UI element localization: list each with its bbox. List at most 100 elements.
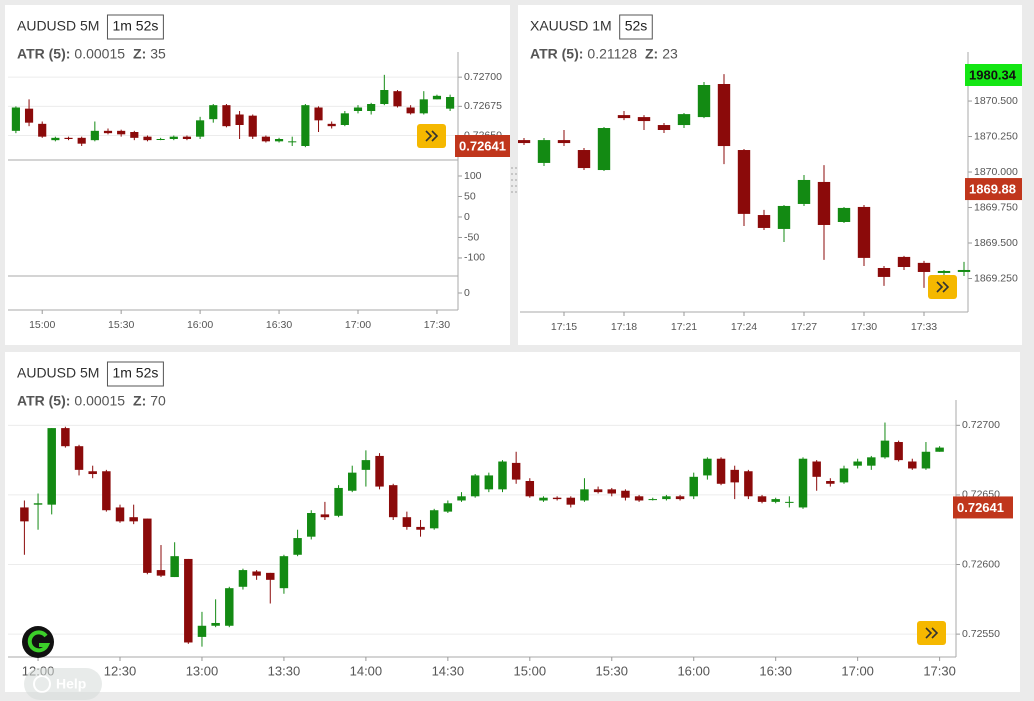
x-tick-label: 17:33 (911, 321, 937, 333)
timer: 1m 52s (112, 365, 158, 381)
y-tick-label: 0.72550 (962, 628, 1000, 640)
x-tick-label: 16:30 (759, 663, 792, 678)
y-tick-label: 1869.500 (974, 237, 1018, 249)
y-tick-label: -50 (464, 231, 479, 243)
atr-label: ATR (5): (17, 46, 70, 62)
x-tick-label: 15:00 (29, 319, 55, 331)
handle-dot (515, 191, 517, 193)
candle-body (182, 136, 192, 139)
y-tick-label: 1869.250 (974, 272, 1018, 284)
candle-body (156, 570, 166, 576)
candle-body (314, 107, 323, 121)
atr-value: 0.21128 (587, 46, 637, 62)
button-icon (425, 130, 439, 142)
candle-body (279, 556, 289, 589)
timer-box (106, 361, 164, 387)
timer: 1m 52s (112, 18, 158, 34)
candle-body (266, 572, 275, 580)
candle-body (353, 107, 363, 111)
candle-body (877, 267, 891, 277)
candle-body (539, 497, 548, 501)
z-label: Z: (645, 46, 658, 62)
y-tick-label: 50 (464, 190, 476, 202)
z-label: Z: (133, 393, 146, 409)
candle-body (393, 91, 402, 107)
candle-body (894, 442, 903, 461)
candle-body (307, 513, 316, 537)
scroll-to-latest-button[interactable] (917, 621, 946, 645)
candle-body (817, 181, 831, 225)
timer-box (619, 14, 653, 40)
candle-body (566, 497, 576, 505)
chart-title: AUDUSD 5M (17, 365, 99, 381)
handle-dot (511, 185, 513, 187)
x-tick-label: 17:24 (731, 321, 757, 333)
x-tick-label: 17:30 (923, 663, 956, 678)
price-label: 1869.88 (969, 181, 1016, 196)
y-tick-label: 1870.000 (974, 166, 1018, 178)
candle-body (347, 472, 357, 491)
candle-body (677, 114, 691, 126)
candle-body (61, 428, 70, 447)
candle-body (785, 501, 794, 503)
z-value: 70 (150, 393, 166, 409)
x-tick-label: 16:30 (266, 319, 292, 331)
scroll-to-latest-button[interactable] (417, 124, 446, 148)
scroll-to-latest-button[interactable] (928, 275, 957, 299)
candle-body (716, 458, 726, 484)
candle-body (662, 496, 671, 500)
candle-body (552, 497, 562, 500)
candle-body (406, 107, 415, 114)
candle-body (419, 99, 428, 114)
candle-body (103, 130, 113, 134)
candle-body (77, 137, 86, 144)
x-tick-label: 16:00 (677, 663, 710, 678)
candle-body (429, 510, 439, 529)
y-tick-label: 0.72675 (464, 100, 502, 112)
price-label: 0.72641 (459, 138, 506, 153)
x-tick-label: 17:00 (345, 319, 371, 331)
candle-body (853, 461, 862, 466)
candle-body (209, 105, 218, 120)
chart-panel: AUDUSD 5M 1m 52s ATR (5): 0.00015 Z: 35 0.7270… (5, 5, 510, 345)
x-tick-label: 17:30 (424, 319, 450, 331)
timer: 52s (625, 18, 648, 34)
help-button[interactable]: Help (24, 668, 102, 700)
y-tick-label: 1869.750 (974, 201, 1018, 213)
candle-body (908, 461, 917, 469)
candle-body (580, 489, 589, 501)
candle-body (839, 468, 849, 483)
candle-body (798, 458, 808, 508)
chart-title: AUDUSD 5M (17, 18, 99, 34)
candle-body (921, 451, 931, 469)
logo[interactable] (22, 626, 54, 658)
handle-dot (515, 173, 517, 175)
candle-body (937, 270, 951, 273)
handle-dot (511, 173, 513, 175)
candle-body (402, 517, 412, 527)
candle-body (812, 461, 821, 477)
candle-body (169, 136, 178, 139)
candle-body (484, 475, 494, 490)
candle-body (334, 487, 343, 516)
candle-body (757, 215, 771, 228)
candle-body (935, 447, 944, 452)
candle-body (703, 458, 712, 476)
x-tick-label: 14:00 (350, 663, 383, 678)
x-tick-label: 17:00 (841, 663, 874, 678)
handle-dot (511, 191, 513, 193)
x-tick-label: 13:00 (186, 663, 219, 678)
y-tick-label: 1870.500 (974, 95, 1018, 107)
candle-body (457, 496, 466, 501)
candle-body (897, 256, 911, 267)
candle-body (90, 130, 99, 141)
panel-background (5, 5, 510, 345)
candle-body (340, 113, 349, 125)
candle-body (184, 558, 193, 643)
candle-body (74, 446, 84, 470)
splitter-handle[interactable] (511, 167, 517, 193)
candle-body (33, 503, 43, 505)
y-tick-label: 1870.250 (974, 130, 1018, 142)
handle-dot (515, 185, 517, 187)
